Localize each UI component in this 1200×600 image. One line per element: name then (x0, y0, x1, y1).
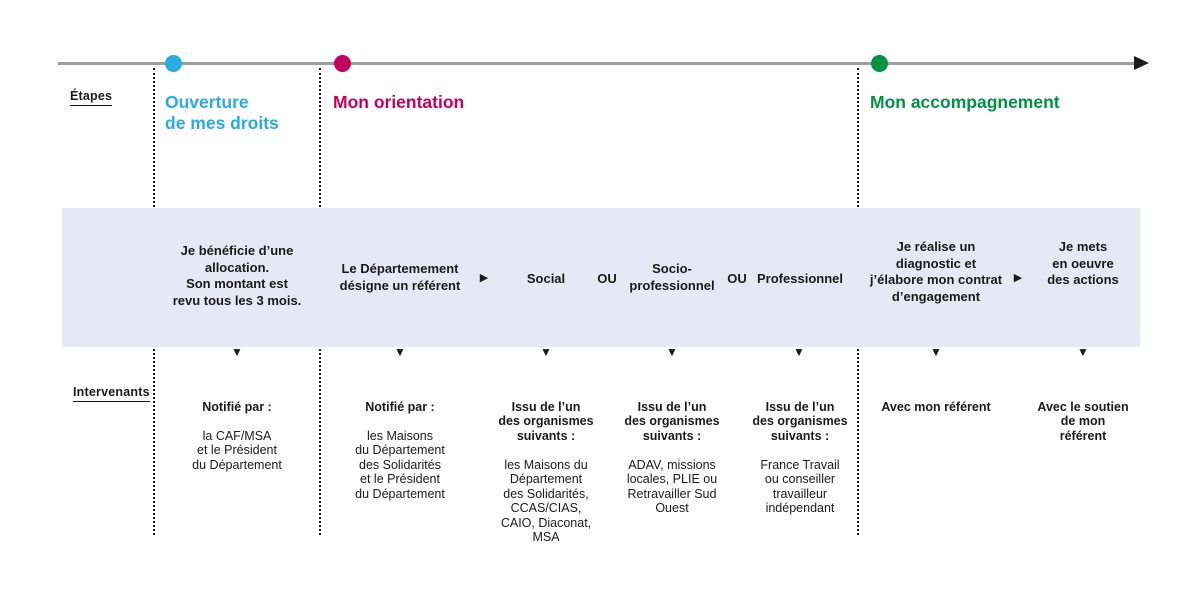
down-arrow-icon: ▼ (394, 345, 406, 359)
parcours-step-diagnostic: Je réalise un diagnostic et j’élabore mo… (869, 239, 1003, 304)
parcours-option-socio: Socio- professionnel (629, 261, 715, 293)
stage-title-orientation: Mon orientation (333, 92, 465, 112)
intervenant-pro-organismes: Issu de l’un des organismes suivants : F… (752, 385, 847, 530)
stage-dot-orientation (334, 55, 351, 72)
parcours-step-referent: Le Départemement désigne un référent (339, 261, 461, 293)
intervenant-header: Notifié par : (365, 399, 435, 414)
stage-title-accompagnement: Mon accompagnement (870, 92, 1060, 112)
parcours-option-professionnel: Professionnel (757, 271, 843, 286)
down-arrow-icon: ▼ (540, 345, 552, 359)
intervenant-header: Notifié par : (202, 399, 272, 414)
parcours-step-actions: Je mets en oeuvre des actions (1047, 239, 1119, 287)
stage-title-ouverture: Ouverture de mes droits (165, 92, 279, 133)
down-arrow-icon: ▼ (793, 345, 805, 359)
intervenant-body: ADAV, missions locales, PLIE ou Retravai… (626, 457, 718, 516)
intervenant-social-organismes: Issu de l’un des organismes suivants : l… (498, 385, 593, 559)
intervenant-body: la CAF/MSA et le Président du Départemen… (192, 428, 282, 472)
down-arrow-icon: ▼ (666, 345, 678, 359)
intervenant-soutien-referent: Avec le soutien de mon référent (1037, 385, 1128, 472)
intervenant-body: les Maisons du Département des Solidarit… (500, 457, 592, 545)
stage-dot-accompagnement (871, 55, 888, 72)
intervenant-body: France Travail ou conseiller travailleur… (760, 457, 840, 516)
intervenant-header: Issu de l’un des organismes suivants : (752, 399, 848, 443)
intervenant-header: Issu de l’un des organismes suivants : (624, 399, 720, 443)
down-arrow-icon: ▼ (1077, 345, 1089, 359)
row-label-etapes: Étapes (70, 89, 113, 106)
intervenant-body: les Maisons du Département des Solidarit… (355, 428, 445, 501)
intervenant-socio-organismes: Issu de l’un des organismes suivants : A… (624, 385, 719, 530)
row-label-intervenants: Intervenants (73, 385, 150, 402)
parcours-option-social: Social (526, 271, 566, 286)
stage-dot-ouverture (165, 55, 182, 72)
down-arrow-icon: ▼ (231, 345, 243, 359)
parcours-step-benefit: Je bénéficie d’une allocation. Son monta… (172, 243, 302, 308)
parcours-or-label-1: OU (597, 271, 617, 286)
parcours-or-label-2: OU (727, 271, 747, 286)
intervenant-header: Avec le soutien de mon référent (1037, 399, 1129, 443)
timeline-line (58, 62, 1136, 65)
intervenant-header: Avec mon référent (881, 399, 991, 414)
intervenant-maisons: Notifié par : les Maisons du Département… (355, 385, 445, 516)
intervenant-caf: Notifié par : la CAF/MSA et le Président… (192, 385, 282, 487)
intervenant-referent: Avec mon référent (881, 385, 990, 443)
timeline-arrowhead-icon (1134, 56, 1149, 70)
right-arrow-icon: ▶ (1013, 272, 1023, 284)
intervenant-header: Issu de l’un des organismes suivants : (498, 399, 594, 443)
parcours-band (62, 208, 1140, 347)
down-arrow-icon: ▼ (930, 345, 942, 359)
right-arrow-icon: ▶ (479, 272, 489, 284)
